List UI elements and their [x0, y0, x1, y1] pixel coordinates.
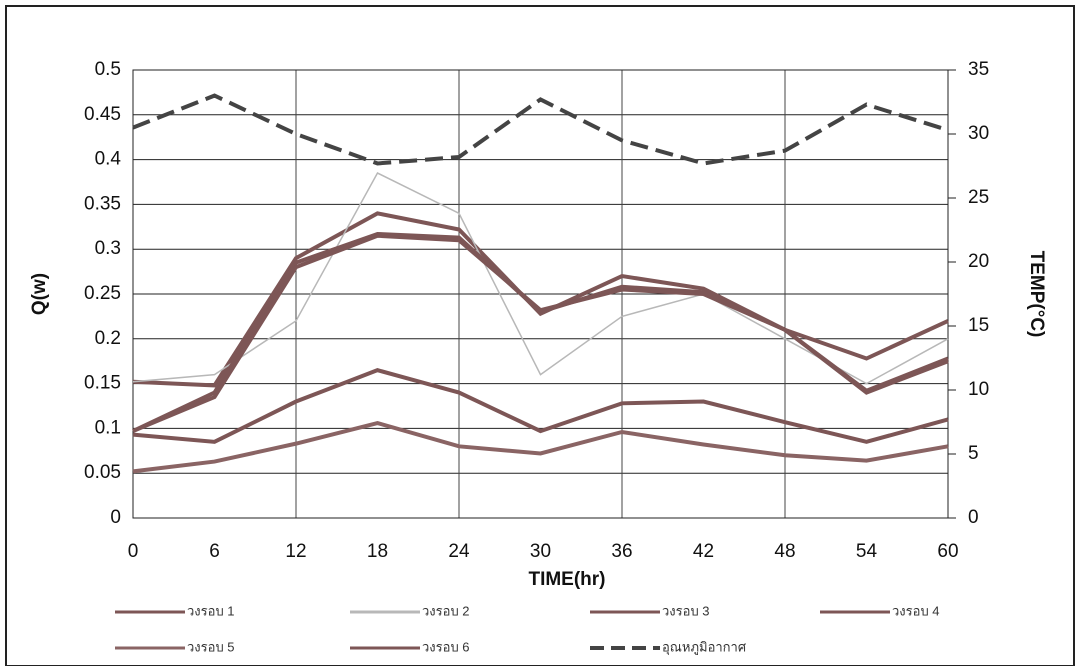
series-line	[133, 370, 948, 442]
x-tick-label: 6	[209, 541, 220, 562]
y-tick-label: 0.25	[84, 283, 121, 304]
x-tick-label: 0	[128, 541, 139, 562]
series-line	[133, 236, 948, 431]
x-tick-label: 30	[530, 541, 551, 562]
x-tick-label: 18	[367, 541, 388, 562]
y2-tick-label: 10	[968, 379, 989, 400]
y-tick-label: 0.2	[95, 328, 121, 349]
legend-label: วงรอบ 5	[187, 639, 235, 654]
x-tick-label: 54	[856, 541, 878, 562]
y-tick-label: 0.35	[84, 193, 121, 214]
y2-tick-label: 5	[968, 443, 979, 464]
y2-tick-label: 25	[968, 187, 989, 208]
y-tick-label: 0	[110, 507, 121, 528]
legend-label: อุณหภูมิอากาศ	[662, 639, 747, 655]
series-line	[133, 96, 948, 164]
x-axis-title: TIME(hr)	[528, 569, 605, 590]
x-tick-label: 36	[611, 541, 632, 562]
y2-axis-title: TEMP(°C)	[1026, 251, 1047, 338]
y2-tick-label: 0	[968, 507, 979, 528]
y2-tick-label: 20	[968, 251, 989, 272]
y-tick-label: 0.5	[95, 59, 121, 80]
x-tick-label: 42	[693, 541, 714, 562]
y-axis-title: Q(w)	[29, 273, 50, 315]
x-tick-label: 12	[285, 541, 306, 562]
legend-label: วงรอบ 4	[892, 603, 940, 618]
y-tick-label: 0.3	[95, 238, 121, 259]
legend-label: วงรอบ 3	[662, 603, 710, 618]
legend-label: วงรอบ 6	[422, 639, 470, 654]
page: {"chart_data": {"type": "line", "x_label…	[0, 0, 1080, 666]
chart: TIME(hr) Q(w) TEMP(°C) 0 0.05 0.1 0.15 0.2 0.…	[0, 0, 1080, 666]
legend-label: วงรอบ 2	[422, 603, 470, 618]
y2-tick-label: 35	[968, 59, 989, 80]
x-tick-label: 48	[774, 541, 795, 562]
x-tick-label: 60	[937, 541, 958, 562]
y-tick-label: 0.1	[95, 417, 121, 438]
y-tick-label: 0.05	[84, 462, 121, 483]
y-tick-label: 0.4	[95, 149, 122, 170]
y2-tick-label: 30	[968, 123, 989, 144]
y-tick-label: 0.45	[84, 104, 121, 125]
x-tick-label: 24	[448, 541, 470, 562]
y-tick-label: 0.15	[84, 373, 121, 394]
y2-tick-label: 15	[968, 315, 989, 336]
legend-label: วงรอบ 1	[187, 603, 235, 618]
